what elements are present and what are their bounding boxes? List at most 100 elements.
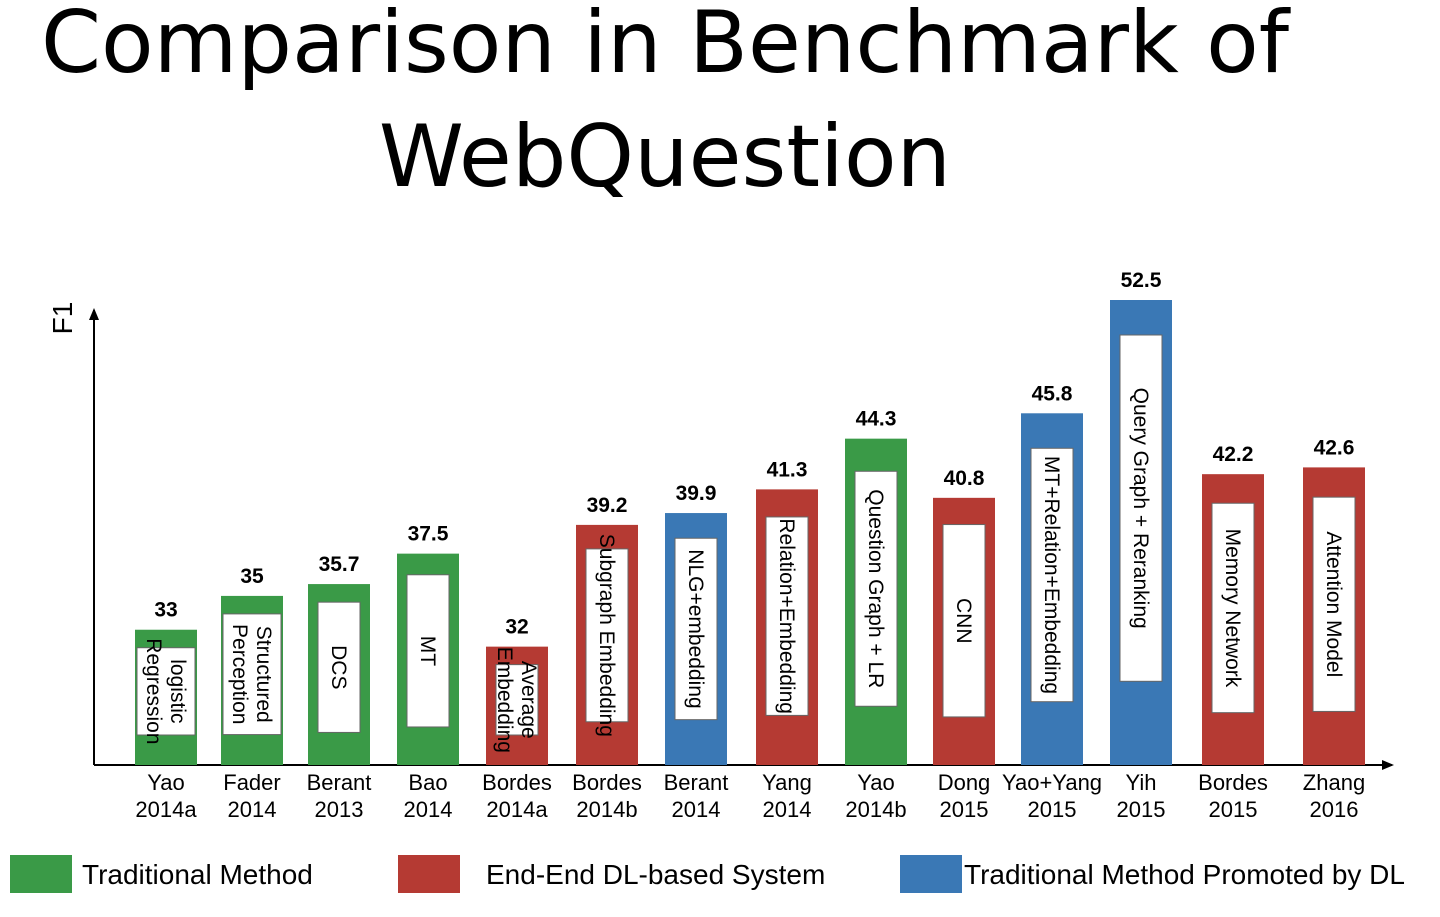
category-label-bordes-2015: Bordes bbox=[1198, 770, 1268, 795]
method-box-zhang-2016 bbox=[1312, 496, 1356, 712]
method-box-bao-2014 bbox=[406, 574, 450, 728]
method-box-berant-2014 bbox=[674, 537, 718, 721]
legend-label-end-end-dl-system: End-End DL-based System bbox=[486, 859, 826, 890]
category-year-label-bordes-2014a: 2014a bbox=[486, 797, 548, 822]
category-year-label-yao-2014a: 2014a bbox=[135, 797, 197, 822]
category-label-bordes-2014b: Bordes bbox=[572, 770, 642, 795]
chart-title-line-1: Comparison in Benchmark of bbox=[40, 0, 1290, 93]
chart-title-line-2: WebQuestion bbox=[378, 107, 952, 207]
x-axis-arrow bbox=[1382, 760, 1394, 770]
method-label-yao-yang-2015: MT+Relation+Embedding bbox=[1040, 456, 1063, 694]
method-box-yao-yang-2015 bbox=[1030, 447, 1074, 703]
category-year-label-dong-2015: 2015 bbox=[940, 797, 989, 822]
method-label-bordes-2014b: Subgraph Embedding bbox=[595, 534, 618, 737]
category-year-label-yih-2015: 2015 bbox=[1117, 797, 1166, 822]
category-year-label-berant-2013: 2013 bbox=[315, 797, 364, 822]
category-label-yang-2014: Yang bbox=[762, 770, 812, 795]
method-label-line: Perception bbox=[228, 624, 251, 724]
method-label-line: Structured bbox=[252, 626, 275, 723]
method-label-line: Question Graph + LR bbox=[864, 489, 887, 688]
category-label-bao-2014: Bao bbox=[408, 770, 447, 795]
method-box-yao-2014b bbox=[854, 470, 898, 707]
value-label-yao-2014a: 33 bbox=[154, 599, 177, 622]
method-label-line: Embedding bbox=[493, 647, 516, 753]
value-label-bordes-2014b: 39.2 bbox=[587, 494, 628, 517]
category-year-label-zhang-2016: 2016 bbox=[1310, 797, 1359, 822]
method-label-bordes-2014a: AverageEmbedding bbox=[493, 647, 540, 753]
category-label-zhang-2016: Zhang bbox=[1303, 770, 1365, 795]
method-box-bordes-2014a bbox=[495, 664, 539, 736]
method-box-berant-2013 bbox=[317, 601, 361, 733]
method-box-dong-2015 bbox=[942, 524, 986, 718]
value-label-yih-2015: 52.5 bbox=[1121, 269, 1162, 292]
method-label-yao-2014a: logisticRegression bbox=[142, 638, 189, 744]
method-label-line: Subgraph Embedding bbox=[595, 534, 618, 737]
category-label-dong-2015: Dong bbox=[938, 770, 991, 795]
method-label-line: NLG+embedding bbox=[684, 549, 707, 708]
chart-bars: logisticRegression33Yao2014aStructuredPe… bbox=[135, 269, 1365, 822]
method-box-yao-2014a bbox=[136, 647, 196, 736]
method-label-berant-2014: NLG+embedding bbox=[684, 549, 707, 708]
method-label-yang-2014: Relation+Embedding bbox=[775, 518, 798, 714]
method-label-yih-2015: Query Graph + Reranking bbox=[1129, 388, 1152, 629]
category-label-yao-2014a: Yao bbox=[147, 770, 185, 795]
value-label-berant-2014: 39.9 bbox=[676, 482, 717, 505]
value-label-zhang-2016: 42.6 bbox=[1314, 436, 1355, 459]
method-label-fader-2014: StructuredPerception bbox=[228, 624, 275, 724]
category-year-label-yang-2014: 2014 bbox=[763, 797, 812, 822]
method-box-yih-2015 bbox=[1119, 334, 1163, 682]
value-label-yao-yang-2015: 45.8 bbox=[1032, 382, 1073, 405]
category-label-yao-yang-2015: Yao+Yang bbox=[1002, 770, 1102, 795]
method-box-bordes-2014b bbox=[585, 548, 629, 723]
category-label-fader-2014: Fader bbox=[223, 770, 280, 795]
category-label-berant-2013: Berant bbox=[307, 770, 372, 795]
method-label-line: Query Graph + Reranking bbox=[1129, 388, 1152, 629]
y-axis-label: F1 bbox=[47, 302, 78, 335]
legend-label-promoted-by-dl: Traditional Method Promoted by DL bbox=[964, 859, 1405, 890]
category-label-yih-2015: Yih bbox=[1126, 770, 1157, 795]
legend-swatch-promoted-by-dl bbox=[900, 855, 962, 893]
category-year-label-bordes-2015: 2015 bbox=[1209, 797, 1258, 822]
method-label-line: MT bbox=[416, 636, 439, 666]
category-year-label-bordes-2014b: 2014b bbox=[576, 797, 637, 822]
category-label-berant-2014: Berant bbox=[664, 770, 729, 795]
method-box-bordes-2015 bbox=[1211, 502, 1255, 714]
legend-label-traditional-method: Traditional Method bbox=[82, 859, 313, 890]
method-label-line: Memory Network bbox=[1221, 529, 1244, 688]
value-label-dong-2015: 40.8 bbox=[944, 467, 985, 490]
category-label-yao-2014b: Yao bbox=[857, 770, 895, 795]
method-label-line: CNN bbox=[952, 598, 975, 644]
value-label-fader-2014: 35 bbox=[240, 565, 264, 588]
value-label-berant-2013: 35.7 bbox=[319, 553, 360, 576]
value-label-yao-2014b: 44.3 bbox=[856, 408, 897, 431]
value-label-bao-2014: 37.5 bbox=[408, 523, 449, 546]
method-label-bordes-2015: Memory Network bbox=[1221, 529, 1244, 688]
method-label-line: Attention Model bbox=[1322, 531, 1345, 677]
method-label-line: DCS bbox=[327, 645, 350, 689]
category-label-bordes-2014a: Bordes bbox=[482, 770, 552, 795]
value-label-bordes-2015: 42.2 bbox=[1213, 443, 1254, 466]
method-label-yao-2014b: Question Graph + LR bbox=[864, 489, 887, 688]
method-box-fader-2014 bbox=[222, 613, 282, 736]
category-year-label-bao-2014: 2014 bbox=[404, 797, 453, 822]
method-label-line: Relation+Embedding bbox=[775, 518, 798, 714]
method-box-yang-2014 bbox=[765, 516, 809, 716]
method-label-line: Regression bbox=[142, 638, 165, 744]
method-label-line: MT+Relation+Embedding bbox=[1040, 456, 1063, 694]
legend-swatch-traditional-method bbox=[10, 855, 72, 893]
category-year-label-berant-2014: 2014 bbox=[672, 797, 721, 822]
value-label-bordes-2014a: 32 bbox=[505, 616, 528, 639]
method-label-bao-2014: MT bbox=[416, 636, 439, 666]
legend-swatch-end-end-dl-system bbox=[398, 855, 460, 893]
category-year-label-yao-2014b: 2014b bbox=[845, 797, 906, 822]
method-label-dong-2015: CNN bbox=[952, 598, 975, 644]
method-label-line: Average bbox=[517, 661, 540, 739]
value-label-yang-2014: 41.3 bbox=[767, 458, 808, 481]
category-year-label-yao-yang-2015: 2015 bbox=[1028, 797, 1077, 822]
method-label-zhang-2016: Attention Model bbox=[1322, 531, 1345, 677]
method-label-berant-2013: DCS bbox=[327, 645, 350, 689]
y-axis-arrow bbox=[89, 308, 99, 320]
category-year-label-fader-2014: 2014 bbox=[228, 797, 277, 822]
method-label-line: logistic bbox=[166, 659, 189, 723]
